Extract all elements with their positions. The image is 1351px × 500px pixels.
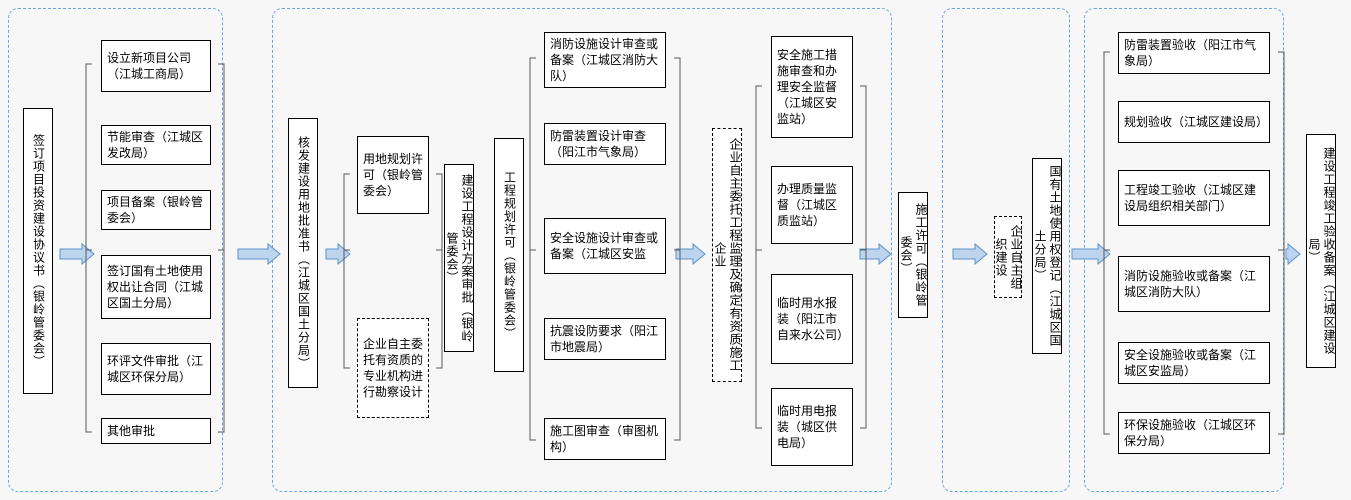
flow-node-n_planpermit: 工程规划许可（银岭管委会）	[494, 138, 524, 372]
node-label: 临时用水报装（阳江市自来水公司）	[777, 295, 847, 344]
flow-node-c5_3: 安全设施设计审查或备案（江城区安监	[544, 218, 666, 274]
node-label: 建设工程竣工验收备案（江城区建设局）	[1306, 141, 1336, 361]
connector	[1104, 52, 1111, 435]
connector	[218, 64, 225, 433]
flow-node-c5_4: 抗震设防要求（阳江市地震局）	[544, 318, 666, 360]
flow-node-n_design: 建设工程设计方案审批（银岭管委会）	[444, 164, 474, 352]
flow-node-c1_3: 项目备案（银岭管委会）	[101, 190, 211, 230]
node-label: 企业自主委托工程监理及确定有资质施工企业	[712, 135, 742, 375]
node-label: 环保设施验收（江城区环保分局）	[1124, 417, 1264, 449]
connector	[86, 64, 93, 433]
node-label: 安全设施验收或备案（江城区安监局）	[1124, 347, 1264, 379]
flow-node-c7_1: 安全施工措施审查和办理安全监督（江城区安监站）	[771, 36, 853, 138]
flow-node-c5_1: 消防设施设计审查或备案（江城区消防大队）	[544, 32, 666, 88]
node-label: 用地规划许可（银岭管委会）	[363, 151, 423, 200]
node-label: 建设工程设计方案审批（银岭管委会）	[444, 171, 474, 345]
flow-node-n_construct: 施工许可（银岭管委会）	[898, 192, 928, 318]
flow-node-n_landapprove: 核发建设用地批准书（江城区国土分局）	[288, 118, 318, 388]
node-label: 临时用电报装（城区供电局）	[777, 403, 847, 452]
flow-node-c10_1: 防雷装置验收（阳江市气象局）	[1118, 32, 1270, 74]
flow-node-n_selfbuild: 企业自主组织建设	[994, 216, 1022, 298]
node-label: 规划验收（江城区建设局）	[1124, 114, 1264, 130]
node-label: 其他审批	[107, 423, 155, 439]
flow-arrow	[238, 244, 280, 264]
node-label: 防雷装置验收（阳江市气象局）	[1124, 37, 1264, 69]
flow-node-c7_2: 办理质量监督（江城区质监站）	[771, 166, 853, 244]
flow-node-c5_5: 施工图审查（审图机构）	[544, 418, 666, 460]
node-label: 安全施工措施审查和办理安全监督（江城区安监站）	[777, 47, 847, 128]
flow-node-c7_3: 临时用水报装（阳江市自来水公司）	[771, 274, 853, 364]
connector	[756, 86, 763, 429]
node-label: 环评文件审批（江城区环保分局）	[107, 353, 205, 385]
node-label: 消防设施设计审查或备案（江城区消防大队）	[550, 36, 660, 85]
node-label: 设立新项目公司（江城工商局）	[107, 50, 205, 82]
flow-node-c7_4: 临时用电报装（城区供电局）	[771, 388, 853, 466]
node-label: 项目备案（银岭管委会）	[107, 194, 205, 226]
node-label: 办理质量监督（江城区质监站）	[777, 181, 847, 230]
flow-node-c10_4: 消防设施验收或备案（江城区消防大队）	[1118, 256, 1270, 312]
flow-node-c10_3: 工程竣工验收（江城区建设局组织相关部门）	[1118, 170, 1270, 226]
node-label: 施工许可（银岭管委会）	[898, 199, 928, 311]
flow-node-c10_2: 规划验收（江城区建设局）	[1118, 101, 1270, 143]
node-label: 企业自主组织建设	[993, 223, 1023, 291]
node-label: 工程规划许可（银岭管委会）	[502, 171, 517, 340]
node-label: 核发建设用地批准书（江城区国土分局）	[296, 136, 311, 370]
flow-node-c3_1: 用地规划许可（银岭管委会）	[357, 136, 429, 214]
node-label: 国有土地使用权登记（江城区国土分局）	[1032, 165, 1062, 347]
flow-node-c1_5: 环评文件审批（江城区环保分局）	[101, 343, 211, 395]
node-label: 安全设施设计审查或备案（江城区安监	[550, 230, 660, 262]
connector	[344, 174, 351, 369]
connector	[436, 174, 443, 369]
flow-arrow	[1286, 244, 1300, 264]
flow-node-n_landreg: 国有土地使用权登记（江城区国土分局）	[1032, 158, 1062, 354]
flow-node-c5_2: 防雷装置设计审查（阳江市气象局）	[544, 123, 666, 165]
node-label: 节能审查（江城区发改局）	[107, 129, 205, 161]
node-label: 抗震设防要求（阳江市地震局）	[550, 323, 660, 355]
node-label: 施工图审查（审图机构）	[550, 423, 660, 455]
flow-node-c3_2: 企业自主委托有资质的专业机构进行勘察设计	[357, 318, 429, 418]
flow-node-n_entrust: 企业自主委托工程监理及确定有资质施工企业	[712, 128, 742, 382]
connector	[674, 58, 681, 441]
flow-node-c10_5: 安全设施验收或备案（江城区安监局）	[1118, 342, 1270, 384]
flow-node-n_final: 建设工程竣工验收备案（江城区建设局）	[1306, 134, 1336, 368]
node-label: 消防设施验收或备案（江城区消防大队）	[1124, 268, 1264, 300]
flow-node-c1_6: 其他审批	[101, 418, 211, 444]
flow-node-c1_4: 签订国有土地使用权出让合同（江城区国土分局）	[101, 255, 211, 319]
flow-node-c1_1: 设立新项目公司（江城工商局）	[101, 40, 211, 92]
flow-node-n_agreement: 签订项目投资建设协议书（银岭管委会）	[23, 108, 53, 394]
flowchart-canvas: 签订项目投资建设协议书（银岭管委会） 核发建设用地批准书（江城区国土分局） 建设工程…	[8, 8, 1343, 492]
node-label: 签订项目投资建设协议书（银岭管委会）	[31, 134, 46, 368]
flow-node-c10_6: 环保设施验收（江城区环保分局）	[1118, 412, 1270, 454]
node-label: 防雷装置设计审查（阳江市气象局）	[550, 128, 660, 160]
connector	[1278, 52, 1285, 435]
flow-arrow	[953, 244, 987, 264]
connector	[860, 86, 867, 429]
node-label: 企业自主委托有资质的专业机构进行勘察设计	[363, 336, 423, 401]
node-label: 工程竣工验收（江城区建设局组织相关部门）	[1124, 182, 1264, 214]
flow-node-c1_2: 节能审查（江城区发改局）	[101, 125, 211, 165]
node-label: 签订国有土地使用权出让合同（江城区国土分局）	[107, 263, 205, 312]
connector	[530, 58, 537, 441]
